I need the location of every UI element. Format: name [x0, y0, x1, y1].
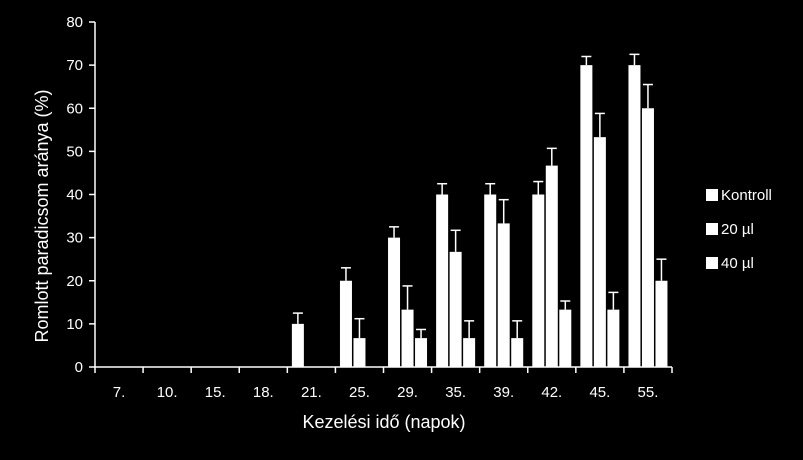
- x-axis-title: Kezelési idő (napok): [302, 412, 465, 432]
- y-tick-label: 80: [66, 14, 83, 31]
- y-tick-label: 30: [66, 230, 83, 247]
- x-tick-label: 39.: [493, 384, 514, 401]
- bar: [593, 137, 606, 367]
- y-tick-label: 10: [66, 316, 83, 333]
- y-axis-title: Romlott paradicsom aránya (%): [32, 89, 52, 342]
- bar: [353, 338, 366, 367]
- x-tick-label: 7.: [113, 384, 126, 401]
- x-tick-label: 42.: [541, 384, 562, 401]
- bar: [291, 323, 304, 367]
- x-tick-label: 25.: [349, 384, 370, 401]
- x-tick-label: 10.: [157, 384, 178, 401]
- legend-swatch: [706, 223, 718, 235]
- y-tick-label: 20: [66, 273, 83, 290]
- bar: [545, 165, 558, 367]
- bar: [655, 280, 668, 367]
- bar: [559, 309, 572, 367]
- bar: [628, 65, 641, 367]
- y-tick-label: 60: [66, 100, 83, 117]
- bar: [388, 237, 401, 367]
- legend: Kontroll 20 µl 40 µl: [706, 187, 772, 272]
- legend-label: 40 µl: [721, 255, 754, 272]
- x-tick-label: 55.: [638, 384, 659, 401]
- bar: [449, 251, 462, 367]
- x-tick-label: 29.: [397, 384, 418, 401]
- x-tick-label: 15.: [205, 384, 226, 401]
- legend-label: 20 µl: [721, 221, 754, 238]
- y-tick-label: 70: [66, 57, 83, 74]
- plot-area: 0 10 20 30 40 50 60 70 80 7. 10. 15. 18. 21. 25. 29. 35.…: [66, 14, 673, 401]
- bar: [339, 280, 352, 367]
- legend-swatch: [706, 189, 718, 201]
- bar: [415, 338, 428, 367]
- bar: [641, 108, 654, 367]
- bar: [484, 194, 497, 367]
- bar: [580, 65, 593, 367]
- bar: [511, 338, 524, 367]
- bar: [401, 309, 414, 367]
- bar: [607, 309, 620, 367]
- y-tick-label: 40: [66, 187, 83, 204]
- x-tick-label: 18.: [253, 384, 274, 401]
- x-tick-label: 45.: [589, 384, 610, 401]
- legend-swatch: [706, 257, 718, 269]
- x-tick-label: 21.: [301, 384, 322, 401]
- bar: [463, 338, 476, 367]
- y-tick-label: 50: [66, 143, 83, 160]
- legend-label: Kontroll: [721, 187, 772, 204]
- y-tick-label: 0: [75, 359, 83, 376]
- bar: [436, 194, 449, 367]
- x-tick-label: 35.: [445, 384, 466, 401]
- bar: [497, 223, 510, 367]
- bar: [532, 194, 545, 367]
